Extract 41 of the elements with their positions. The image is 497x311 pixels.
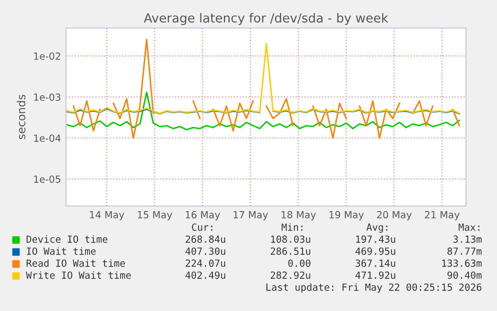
text: 407.30u xyxy=(186,247,226,255)
text: 402.49u xyxy=(186,271,226,279)
text: 367.14u xyxy=(356,259,396,267)
legend-label: Write IO Wait time xyxy=(26,271,131,279)
text: 224.07u xyxy=(186,259,226,267)
text: Last update: Fri May 22 00:25:15 2026 xyxy=(266,283,482,293)
x-tick-label: 15 May xyxy=(138,211,172,220)
text: 3.13m xyxy=(453,235,482,243)
x-tick-label: 21 May xyxy=(424,211,460,220)
text: 90.40m xyxy=(447,271,482,279)
text: 197.43u xyxy=(356,235,396,243)
text: 268.84u xyxy=(186,235,226,243)
text: 133.63m xyxy=(442,259,482,267)
x-tick-label: 16 May xyxy=(186,211,220,220)
text: 471.92u xyxy=(356,271,396,279)
x-tick-label: 14 May xyxy=(90,211,124,220)
x-tick-label: 20 May xyxy=(377,211,412,220)
text: Avg: xyxy=(366,224,388,233)
x-tick-label: 18 May xyxy=(282,211,316,220)
legend-label: Device IO time xyxy=(26,235,108,243)
text: 282.92u xyxy=(270,271,310,279)
text: Max: xyxy=(458,224,480,231)
y-tick-label: 1e-03 xyxy=(34,93,60,101)
y-tick-label: 1e-02 xyxy=(34,52,60,60)
line-series xyxy=(66,42,460,114)
legend-label: Read IO Wait time xyxy=(26,259,125,267)
text: Cur: xyxy=(192,223,212,231)
y-tick-label: 1e-04 xyxy=(34,134,61,142)
line-series xyxy=(66,92,460,130)
text: 108.03u xyxy=(271,235,310,243)
y-axis-title: seconds xyxy=(16,94,26,140)
text: 0.00 xyxy=(288,259,310,267)
text: 286.51u xyxy=(270,247,310,255)
text: 87.77m xyxy=(448,247,482,255)
legend-label: IO Wait time xyxy=(26,247,96,255)
x-tick-label: 19 May xyxy=(330,211,364,220)
text: Min: xyxy=(282,223,302,231)
text: 469.95u xyxy=(356,247,396,255)
x-tick-label: 17 May xyxy=(234,211,268,220)
chart-title: Average latency for /dev/sda - by week xyxy=(144,12,388,26)
y-tick-label: 1e-05 xyxy=(34,176,60,183)
